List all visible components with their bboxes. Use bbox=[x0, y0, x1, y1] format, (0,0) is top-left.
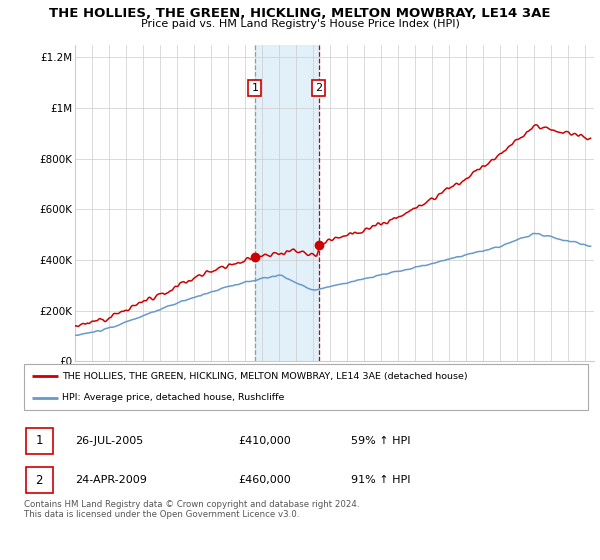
Text: 59% ↑ HPI: 59% ↑ HPI bbox=[351, 436, 410, 446]
Text: 24-APR-2009: 24-APR-2009 bbox=[75, 475, 146, 485]
Text: HPI: Average price, detached house, Rushcliffe: HPI: Average price, detached house, Rush… bbox=[62, 393, 285, 402]
FancyBboxPatch shape bbox=[26, 467, 53, 493]
Text: THE HOLLIES, THE GREEN, HICKLING, MELTON MOWBRAY, LE14 3AE: THE HOLLIES, THE GREEN, HICKLING, MELTON… bbox=[49, 7, 551, 20]
FancyBboxPatch shape bbox=[24, 364, 588, 410]
FancyBboxPatch shape bbox=[26, 428, 53, 454]
Bar bbox=[255, 45, 319, 361]
Text: 91% ↑ HPI: 91% ↑ HPI bbox=[351, 475, 410, 485]
Text: 2: 2 bbox=[315, 83, 322, 93]
Text: 1: 1 bbox=[251, 83, 259, 93]
Text: THE HOLLIES, THE GREEN, HICKLING, MELTON MOWBRAY, LE14 3AE (detached house): THE HOLLIES, THE GREEN, HICKLING, MELTON… bbox=[62, 372, 468, 381]
Text: 1: 1 bbox=[35, 435, 43, 447]
Text: £460,000: £460,000 bbox=[238, 475, 291, 485]
Text: 2: 2 bbox=[35, 474, 43, 487]
Text: Contains HM Land Registry data © Crown copyright and database right 2024.
This d: Contains HM Land Registry data © Crown c… bbox=[24, 500, 359, 519]
Text: £410,000: £410,000 bbox=[238, 436, 291, 446]
Text: 26-JUL-2005: 26-JUL-2005 bbox=[75, 436, 143, 446]
Text: Price paid vs. HM Land Registry's House Price Index (HPI): Price paid vs. HM Land Registry's House … bbox=[140, 19, 460, 29]
